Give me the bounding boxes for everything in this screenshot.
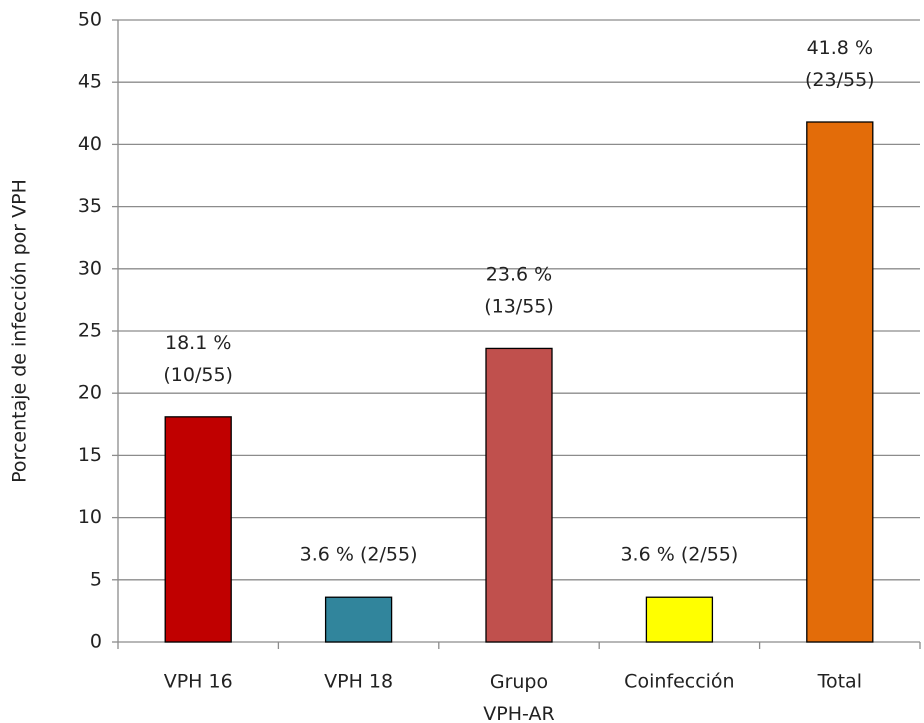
bar	[806, 121, 874, 643]
x-tick-label: VPH 18	[324, 671, 393, 693]
bar	[645, 596, 714, 643]
y-tick-label: 40	[78, 133, 102, 155]
y-tick-label: 50	[78, 9, 102, 31]
value-label: 3.6 % (2/55)	[300, 544, 418, 566]
y-axis-label: Porcentaje de infección por VPH	[9, 179, 31, 483]
value-label: 41.8 % (23/55)	[805, 37, 875, 91]
y-tick-label: 0	[90, 631, 102, 653]
bar	[485, 347, 553, 643]
bar	[164, 416, 232, 643]
y-tick-label: 10	[78, 506, 102, 528]
y-tick-label: 25	[78, 320, 102, 342]
bar	[324, 596, 393, 643]
y-tick-label: 20	[78, 382, 102, 404]
y-tick-label: 45	[78, 71, 102, 93]
x-tick-label: VPH 16	[164, 671, 233, 693]
x-tick-label: Grupo VPH-AR	[483, 671, 554, 723]
x-tick-label: Coinfección	[624, 671, 734, 693]
y-tick-label: 15	[78, 444, 102, 466]
y-tick-label: 30	[78, 257, 102, 279]
y-tick-label: 5	[90, 568, 102, 590]
value-label: 23.6 % (13/55)	[484, 263, 554, 317]
value-label: 18.1 % (10/55)	[163, 331, 233, 385]
value-label: 3.6 % (2/55)	[620, 544, 738, 566]
y-tick-label: 35	[78, 195, 102, 217]
x-tick-label: Total	[817, 671, 862, 693]
